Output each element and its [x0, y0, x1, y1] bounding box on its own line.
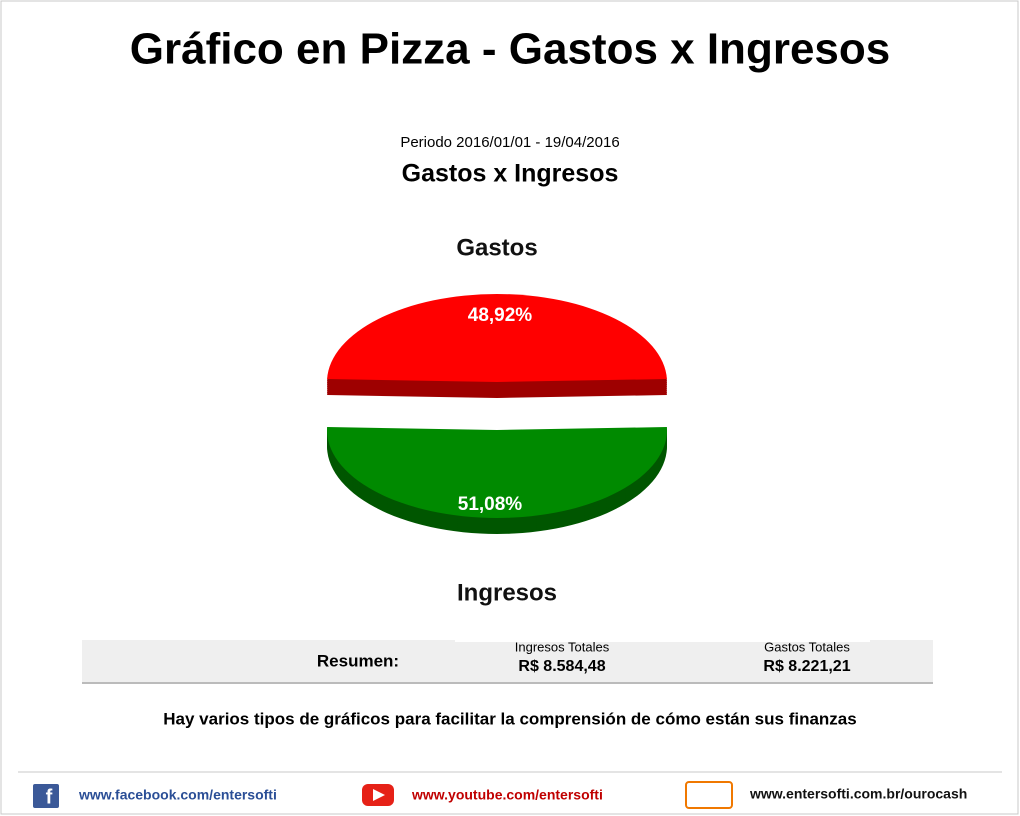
summary-heading: Ingresos Totales	[515, 639, 610, 654]
facebook-glyph: f	[46, 786, 53, 808]
pie	[327, 293, 667, 534]
caption: Hay varios tipos de gráficos para facili…	[163, 709, 856, 728]
slice-label: Gastos	[456, 234, 537, 261]
summary-value: R$ 8.221,21	[763, 658, 850, 675]
page-title: Gráfico en Pizza - Gastos x Ingresos	[130, 25, 890, 74]
slice-label: Ingresos	[457, 579, 557, 606]
chart-title: Gastos x Ingresos	[402, 160, 619, 188]
youtube-glyph	[373, 789, 385, 801]
footer-link[interactable]: www.facebook.com/entersofti	[78, 787, 277, 803]
summary-value: R$ 8.584,48	[518, 658, 605, 675]
summary-strip	[455, 638, 870, 642]
slice	[327, 427, 667, 518]
summary-band	[82, 640, 933, 683]
slice-value-label: 51,08%	[458, 494, 523, 515]
slice	[327, 293, 667, 382]
footer-link[interactable]: www.youtube.com/entersofti	[411, 787, 603, 803]
facebook-icon	[33, 784, 59, 808]
slice-value-label: 48,92%	[468, 305, 533, 326]
entersoft-logo	[685, 781, 733, 809]
summary-heading: Gastos Totales	[764, 639, 850, 654]
chart-subtitle: Periodo 2016/01/01 - 19/04/2016	[400, 134, 619, 151]
summary-label: Resumen:	[317, 651, 399, 670]
footer-link[interactable]: www.entersofti.com.br/ourocash	[749, 786, 967, 802]
